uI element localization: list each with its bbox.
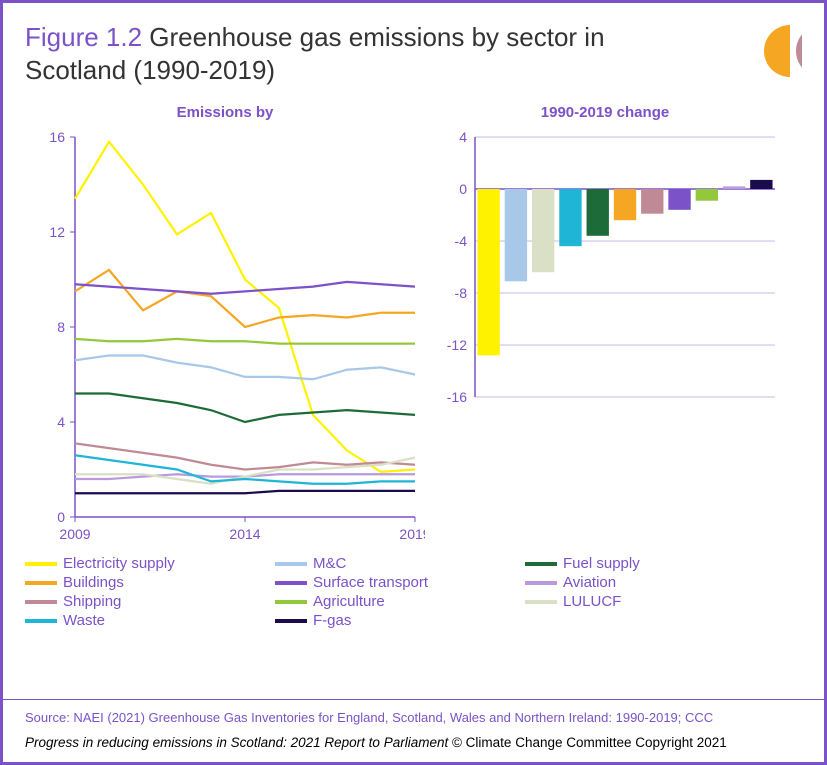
svg-text:-8: -8	[455, 285, 468, 301]
legend-item: Aviation	[525, 574, 775, 591]
svg-text:0: 0	[459, 181, 467, 197]
svg-text:2014: 2014	[229, 526, 260, 542]
figure-title: Figure 1.2 Greenhouse gas emissions by s…	[25, 21, 625, 86]
logo-icon	[762, 21, 802, 81]
svg-text:0: 0	[57, 509, 65, 525]
svg-text:12: 12	[49, 224, 65, 240]
legend-label: LULUCF	[563, 593, 621, 610]
bar-chart: 4 0 -4 -8 -12 -16	[425, 127, 785, 407]
legend-item: Fuel supply	[525, 555, 775, 572]
legend-swatch	[525, 581, 557, 585]
legend-swatch	[25, 562, 57, 566]
legend-label: Waste	[63, 612, 105, 629]
legend-label: Buildings	[63, 574, 124, 591]
legend-label: Agriculture	[313, 593, 385, 610]
legend-item: M&C	[275, 555, 525, 572]
legend-label: Shipping	[63, 593, 121, 610]
svg-text:2019: 2019	[399, 526, 425, 542]
copyright-rest: © Climate Change Committee Copyright 202…	[448, 735, 727, 750]
legend-label: Surface transport	[313, 574, 428, 591]
line-chart-column: Emissions by 0 4 8 12 16 2009 2014 2019	[25, 104, 425, 547]
legend-item: Electricity supply	[25, 555, 275, 572]
legend-label: M&C	[313, 555, 346, 572]
legend-label: Fuel supply	[563, 555, 640, 572]
legend-item: Buildings	[25, 574, 275, 591]
report-name: Progress in reducing emissions in Scotla…	[25, 735, 448, 750]
legend-swatch	[25, 581, 57, 585]
legend-swatch	[275, 581, 307, 585]
legend-item: Agriculture	[275, 593, 525, 610]
line-chart-title: Emissions by	[25, 104, 425, 121]
header: Figure 1.2 Greenhouse gas emissions by s…	[25, 21, 802, 86]
svg-text:16: 16	[49, 129, 65, 145]
legend-swatch	[275, 619, 307, 623]
legend-swatch	[525, 562, 557, 566]
legend-swatch	[25, 600, 57, 604]
source-text: Source: NAEI (2021) Greenhouse Gas Inven…	[3, 700, 824, 731]
svg-text:8: 8	[57, 319, 65, 335]
legend-swatch	[25, 619, 57, 623]
line-chart: 0 4 8 12 16 2009 2014 2019	[25, 127, 425, 547]
bar-chart-title: 1990-2019 change	[425, 104, 785, 121]
charts-row: Emissions by 0 4 8 12 16 2009 2014 2019 1990-20…	[25, 104, 802, 547]
legend-item: Surface transport	[275, 574, 525, 591]
svg-text:-16: -16	[447, 389, 467, 405]
bar-chart-column: 1990-2019 change 4 0 -4 -8 -12 -16	[425, 104, 785, 547]
footer: Source: NAEI (2021) Greenhouse Gas Inven…	[3, 699, 824, 762]
svg-text:4: 4	[459, 129, 467, 145]
legend-item: F-gas	[275, 612, 525, 629]
figure-number: Figure 1.2	[25, 22, 142, 52]
svg-text:-4: -4	[455, 233, 468, 249]
legend-label: Aviation	[563, 574, 616, 591]
svg-text:2009: 2009	[59, 526, 90, 542]
legend: Electricity supply M&C Fuel supply Building…	[25, 555, 802, 629]
legend-label: Electricity supply	[63, 555, 175, 572]
legend-item: LULUCF	[525, 593, 775, 610]
legend-item: Shipping	[25, 593, 275, 610]
legend-swatch	[525, 600, 557, 604]
copyright-text: Progress in reducing emissions in Scotla…	[3, 731, 824, 762]
svg-text:4: 4	[57, 414, 65, 430]
legend-swatch	[275, 562, 307, 566]
svg-text:-12: -12	[447, 337, 467, 353]
legend-swatch	[275, 600, 307, 604]
legend-label: F-gas	[313, 612, 351, 629]
ccc-logo	[762, 21, 802, 81]
legend-item: Waste	[25, 612, 275, 629]
figure-frame: Figure 1.2 Greenhouse gas emissions by s…	[0, 0, 827, 765]
